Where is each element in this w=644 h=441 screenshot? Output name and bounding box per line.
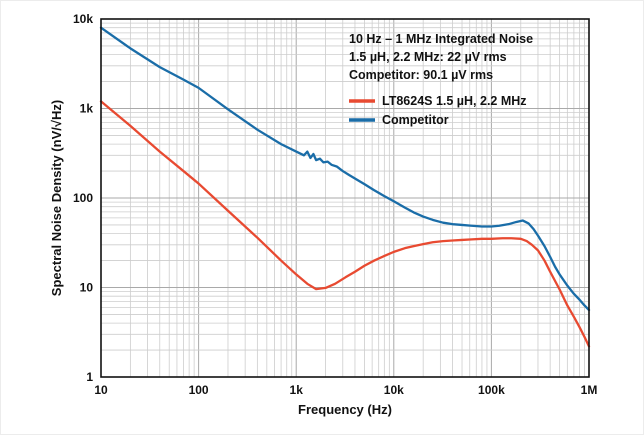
series-lines (99, 26, 591, 348)
annotation-line-2: 1.5 µH, 2.2 MHz: 22 µV rms (349, 50, 507, 64)
x-tick-label: 100 (189, 383, 209, 397)
y-axis-label: Spectral Noise Density (nV/√Hz) (49, 100, 64, 296)
legend-item-lt8624s: LT8624S 1.5 µH, 2.2 MHz (349, 94, 527, 108)
annotation-line-1: 10 Hz – 1 MHz Integrated Noise (349, 32, 533, 46)
grid-lines (100, 19, 589, 378)
series-line-competitor (99, 26, 591, 312)
legend-label-competitor: Competitor (382, 113, 449, 127)
y-tick-label: 1k (80, 102, 94, 116)
annotation-line-3: Competitor: 90.1 µV rms (349, 68, 493, 82)
y-tick-label: 10k (73, 12, 93, 26)
x-tick-label: 1M (581, 383, 598, 397)
plot-border (100, 18, 590, 378)
legend-label-lt8624s: LT8624S 1.5 µH, 2.2 MHz (382, 94, 527, 108)
annotation-block: 10 Hz – 1 MHz Integrated Noise 1.5 µH, 2… (349, 32, 533, 82)
x-tick-label: 1k (290, 383, 304, 397)
x-tick-label: 100k (478, 383, 505, 397)
y-tick-label: 100 (73, 191, 93, 205)
legend: LT8624S 1.5 µH, 2.2 MHz Competitor (349, 94, 527, 127)
y-tick-label: 1 (86, 370, 93, 384)
x-tick-label: 10 (94, 383, 108, 397)
y-tick-label: 10 (80, 281, 94, 295)
series-line-lt8624s (99, 100, 591, 348)
x-axis-label: Frequency (Hz) (298, 402, 392, 417)
legend-item-competitor: Competitor (349, 113, 449, 127)
x-tick-label: 10k (384, 383, 404, 397)
